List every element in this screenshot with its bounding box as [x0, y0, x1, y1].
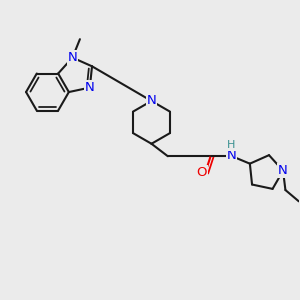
Text: N: N [226, 148, 236, 162]
Text: N: N [85, 81, 95, 94]
Text: N: N [68, 51, 77, 64]
Text: N: N [278, 164, 288, 177]
Text: O: O [196, 166, 207, 179]
Text: H: H [227, 140, 236, 150]
Text: N: N [147, 94, 156, 107]
